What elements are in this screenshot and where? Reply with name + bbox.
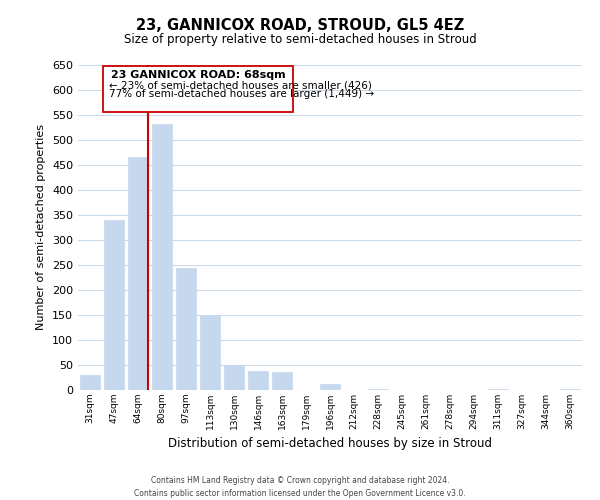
Bar	[560, 389, 580, 390]
Text: 23, GANNICOX ROAD, STROUD, GL5 4EZ: 23, GANNICOX ROAD, STROUD, GL5 4EZ	[136, 18, 464, 32]
Bar	[80, 375, 100, 390]
Y-axis label: Number of semi-detached properties: Number of semi-detached properties	[37, 124, 46, 330]
Bar	[152, 124, 172, 390]
Text: 23 GANNICOX ROAD: 68sqm: 23 GANNICOX ROAD: 68sqm	[110, 70, 286, 80]
FancyBboxPatch shape	[103, 66, 293, 112]
X-axis label: Distribution of semi-detached houses by size in Stroud: Distribution of semi-detached houses by …	[168, 438, 492, 450]
Text: 77% of semi-detached houses are larger (1,449) →: 77% of semi-detached houses are larger (…	[109, 89, 374, 99]
Bar	[128, 156, 148, 390]
Bar	[200, 315, 220, 390]
Text: Size of property relative to semi-detached houses in Stroud: Size of property relative to semi-detach…	[124, 32, 476, 46]
Text: ← 23% of semi-detached houses are smaller (426): ← 23% of semi-detached houses are smalle…	[109, 80, 372, 90]
Text: Contains HM Land Registry data © Crown copyright and database right 2024.
Contai: Contains HM Land Registry data © Crown c…	[134, 476, 466, 498]
Bar	[248, 371, 268, 390]
Bar	[176, 268, 196, 390]
Bar	[488, 389, 508, 390]
Bar	[272, 372, 292, 390]
Bar	[320, 384, 340, 390]
Bar	[104, 220, 124, 390]
Bar	[224, 365, 244, 390]
Bar	[368, 389, 388, 390]
